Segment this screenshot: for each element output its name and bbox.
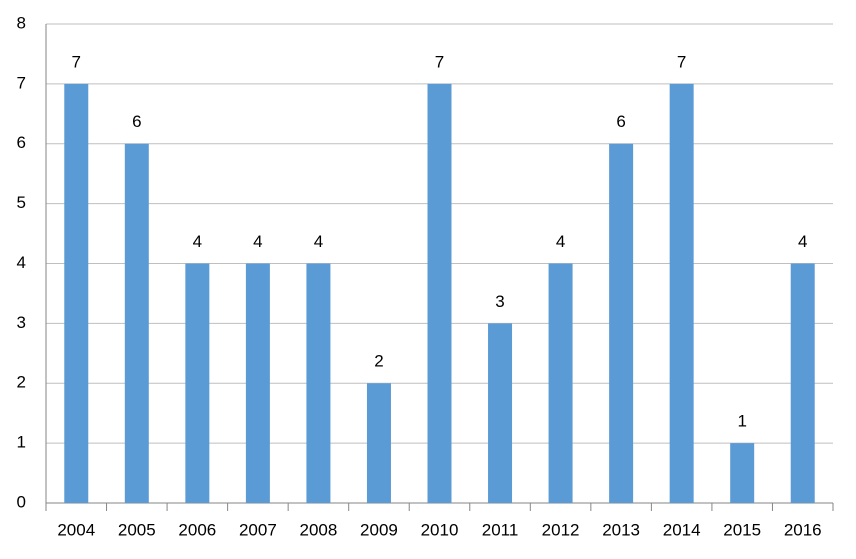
data-label: 3	[495, 292, 504, 311]
data-label: 4	[798, 232, 807, 251]
x-tick-label: 2014	[663, 520, 701, 539]
bar	[609, 143, 634, 503]
y-tick-label: 2	[17, 373, 26, 392]
y-tick-label: 0	[17, 492, 26, 511]
x-tick-label: 2015	[723, 520, 761, 539]
bar	[124, 143, 149, 503]
x-tick-label: 2008	[300, 520, 338, 539]
x-tick-label: 2009	[360, 520, 398, 539]
x-tick-label: 2004	[57, 520, 95, 539]
y-tick-label: 5	[17, 193, 26, 212]
bar	[366, 383, 391, 503]
data-label: 7	[677, 52, 686, 71]
bar	[730, 443, 755, 503]
x-tick-label: 2006	[178, 520, 216, 539]
y-tick-label: 3	[17, 313, 26, 332]
bar	[245, 263, 270, 503]
x-tick-label: 2012	[542, 520, 580, 539]
data-label: 2	[374, 352, 383, 371]
x-tick-label: 2007	[239, 520, 277, 539]
bar	[185, 263, 210, 503]
y-tick-label: 6	[17, 133, 26, 152]
x-tick-label: 2010	[421, 520, 459, 539]
bar	[427, 83, 452, 503]
bar	[669, 83, 694, 503]
x-tick-label: 2005	[118, 520, 156, 539]
data-label: 6	[616, 112, 625, 131]
bar	[64, 83, 89, 503]
data-label: 4	[314, 232, 323, 251]
data-label: 4	[253, 232, 262, 251]
bar	[488, 323, 513, 503]
y-tick-label: 1	[17, 433, 26, 452]
data-label: 1	[737, 412, 746, 431]
data-label: 4	[193, 232, 202, 251]
bar	[790, 263, 815, 503]
y-tick-label: 7	[17, 73, 26, 92]
x-tick-label: 2011	[482, 520, 519, 539]
data-label: 7	[72, 52, 81, 71]
data-label: 6	[132, 112, 141, 131]
x-tick-label: 2016	[784, 520, 822, 539]
data-label: 4	[556, 232, 565, 251]
data-label: 7	[435, 52, 444, 71]
y-tick-label: 8	[17, 13, 26, 32]
bar	[548, 263, 573, 503]
x-tick-label: 2013	[602, 520, 640, 539]
y-tick-label: 4	[17, 253, 26, 272]
bar	[306, 263, 331, 503]
